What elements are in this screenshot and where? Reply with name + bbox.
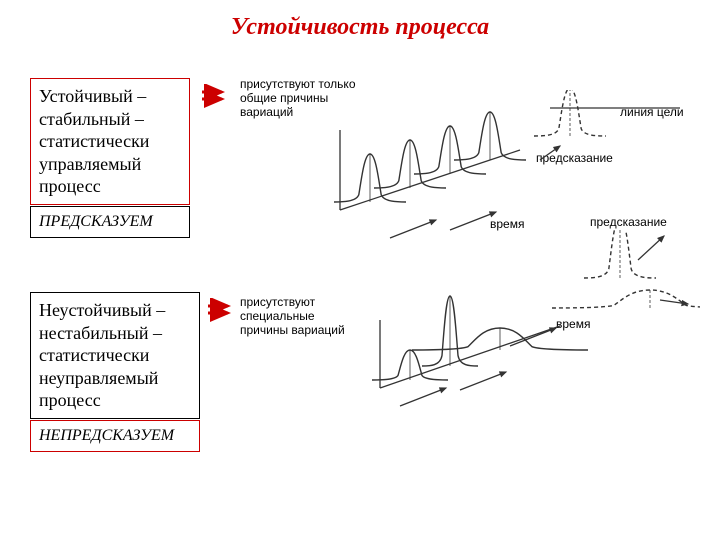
stable-line: процесс — [39, 175, 181, 198]
stable-line: статистически — [39, 130, 181, 153]
unstable-line: неуправляемый — [39, 367, 191, 390]
arrow-icon — [200, 84, 230, 108]
predictable-box: ПРЕДСКАЗУЕМ — [30, 206, 190, 238]
stable-line: стабильный – — [39, 108, 181, 131]
stable-line: Устойчивый – — [39, 85, 181, 108]
unstable-process-box: Неустойчивый – нестабильный – статистиче… — [30, 292, 200, 419]
stable-process-box: Устойчивый – стабильный – статистически … — [30, 78, 190, 205]
unstable-line: процесс — [39, 389, 191, 412]
stable-line: управляемый — [39, 153, 181, 176]
arrow-icon — [206, 298, 236, 322]
unstable-diagram — [320, 230, 700, 420]
stable-diagram — [320, 90, 690, 240]
page-title: Устойчивость процесса — [0, 0, 720, 41]
unstable-line: статистически — [39, 344, 191, 367]
unstable-line: нестабильный – — [39, 322, 191, 345]
unstable-line: Неустойчивый – — [39, 299, 191, 322]
unpredictable-box: НЕПРЕДСКАЗУЕМ — [30, 420, 200, 452]
